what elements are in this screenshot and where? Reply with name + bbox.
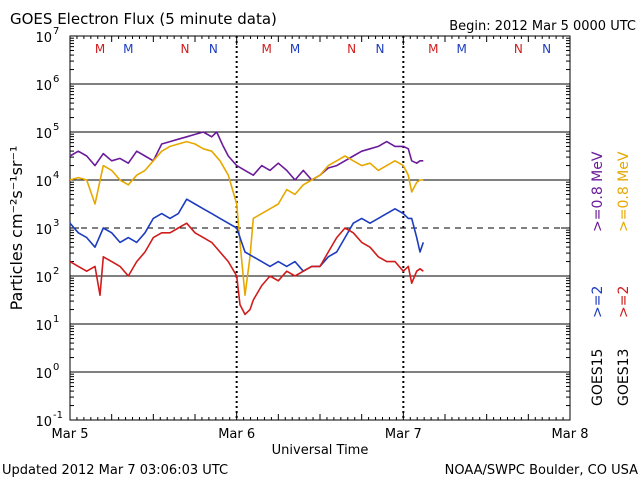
- y-tick-exponent: 1: [53, 314, 59, 325]
- source-label: NOAA/SWPC Boulder, CO USA: [445, 463, 638, 478]
- local-marker: N: [181, 42, 190, 56]
- y-tick-exponent: 5: [53, 122, 59, 133]
- y-axis-label: Particles cm⁻²s⁻¹sr⁻¹: [7, 146, 26, 311]
- chart-title: GOES Electron Flux (5 minute data): [10, 10, 277, 28]
- y-tick-label: 10: [35, 175, 52, 190]
- local-marker: M: [456, 42, 466, 56]
- local-marker: N: [347, 42, 356, 56]
- local-marker: N: [514, 42, 523, 56]
- local-marker: M: [261, 42, 271, 56]
- x-tick-label: Mar 5: [52, 427, 89, 442]
- y-tick-label: 10: [35, 127, 52, 142]
- series-line: [69, 131, 424, 181]
- legend-goes15-2mev: >=2: [590, 286, 606, 318]
- y-tick-exponent: 6: [53, 74, 59, 85]
- legend: GOES15 >=2 >=0.8 MeV GOES13 >=2 >=0.8 Me…: [590, 151, 632, 406]
- local-marker: N: [209, 42, 218, 56]
- x-tick-label: Mar 7: [385, 427, 422, 442]
- data-series: [69, 131, 425, 316]
- y-tick-exponent: 2: [53, 266, 59, 277]
- y-tick-exponent: 7: [53, 26, 59, 37]
- series-line: [69, 222, 424, 316]
- y-tick-label: 10: [35, 367, 52, 382]
- local-marker: N: [542, 42, 551, 56]
- local-marker: M: [428, 42, 438, 56]
- local-marker: M: [290, 42, 300, 56]
- series-line: [69, 198, 425, 273]
- y-tick-exponent: -1: [53, 410, 63, 421]
- y-tick-exponent: 0: [53, 362, 59, 373]
- local-marker: M: [95, 42, 105, 56]
- legend-goes13-2mev: >=2: [616, 286, 632, 318]
- x-axis-ticks: Mar 5 Mar 6 Mar 7 Mar 8: [52, 36, 589, 442]
- x-tick-label: Mar 6: [218, 427, 255, 442]
- y-tick-exponent: 3: [53, 218, 59, 229]
- y-tick-label: 10: [35, 415, 52, 430]
- y-tick-exponent: 4: [53, 170, 59, 181]
- begin-label: Begin: 2012 Mar 5 0000 UTC: [449, 19, 636, 34]
- y-tick-label: 10: [35, 31, 52, 46]
- local-marker: N: [376, 42, 385, 56]
- series-line: [69, 140, 424, 297]
- y-tick-label: 10: [35, 319, 52, 334]
- updated-label: Updated 2012 Mar 7 03:06:03 UTC: [2, 463, 228, 478]
- x-tick-label: Mar 8: [552, 427, 589, 442]
- legend-goes13-08mev: >=0.8 MeV: [616, 151, 632, 232]
- y-tick-label: 10: [35, 79, 52, 94]
- y-tick-label: 10: [35, 271, 52, 286]
- legend-goes15-08mev: >=0.8 MeV: [590, 151, 606, 232]
- grid-lines: [70, 83, 570, 373]
- y-tick-label: 10: [35, 223, 52, 238]
- plot-frame: [69, 35, 571, 421]
- local-marker: M: [123, 42, 133, 56]
- legend-goes15: GOES15: [590, 349, 606, 406]
- x-axis-label: Universal Time: [272, 443, 369, 458]
- legend-goes13: GOES13: [616, 349, 632, 406]
